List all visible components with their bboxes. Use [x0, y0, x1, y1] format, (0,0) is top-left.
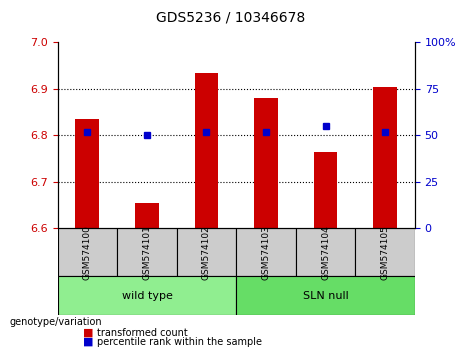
Text: SLN null: SLN null — [303, 291, 349, 301]
FancyBboxPatch shape — [58, 276, 236, 315]
Bar — [254, 98, 278, 228]
FancyBboxPatch shape — [177, 228, 236, 276]
Bar — [373, 87, 397, 228]
Text: percentile rank within the sample: percentile rank within the sample — [97, 337, 262, 347]
Text: GSM574104: GSM574104 — [321, 225, 330, 280]
Bar — [76, 119, 99, 228]
Bar — [195, 73, 219, 228]
Bar — [135, 202, 159, 228]
Text: transformed count: transformed count — [97, 328, 188, 338]
Text: ■: ■ — [83, 328, 94, 338]
Bar — [313, 152, 337, 228]
Text: GSM574103: GSM574103 — [261, 225, 271, 280]
Text: GSM574101: GSM574101 — [142, 225, 152, 280]
Text: genotype/variation: genotype/variation — [9, 317, 102, 327]
Text: GSM574105: GSM574105 — [381, 225, 390, 280]
FancyBboxPatch shape — [117, 228, 177, 276]
Text: ■: ■ — [83, 337, 94, 347]
Text: GSM574102: GSM574102 — [202, 225, 211, 280]
FancyBboxPatch shape — [236, 276, 415, 315]
FancyBboxPatch shape — [236, 228, 296, 276]
FancyBboxPatch shape — [58, 228, 117, 276]
FancyBboxPatch shape — [296, 228, 355, 276]
Text: GDS5236 / 10346678: GDS5236 / 10346678 — [156, 11, 305, 25]
Text: wild type: wild type — [122, 291, 172, 301]
FancyBboxPatch shape — [355, 228, 415, 276]
Text: GSM574100: GSM574100 — [83, 225, 92, 280]
